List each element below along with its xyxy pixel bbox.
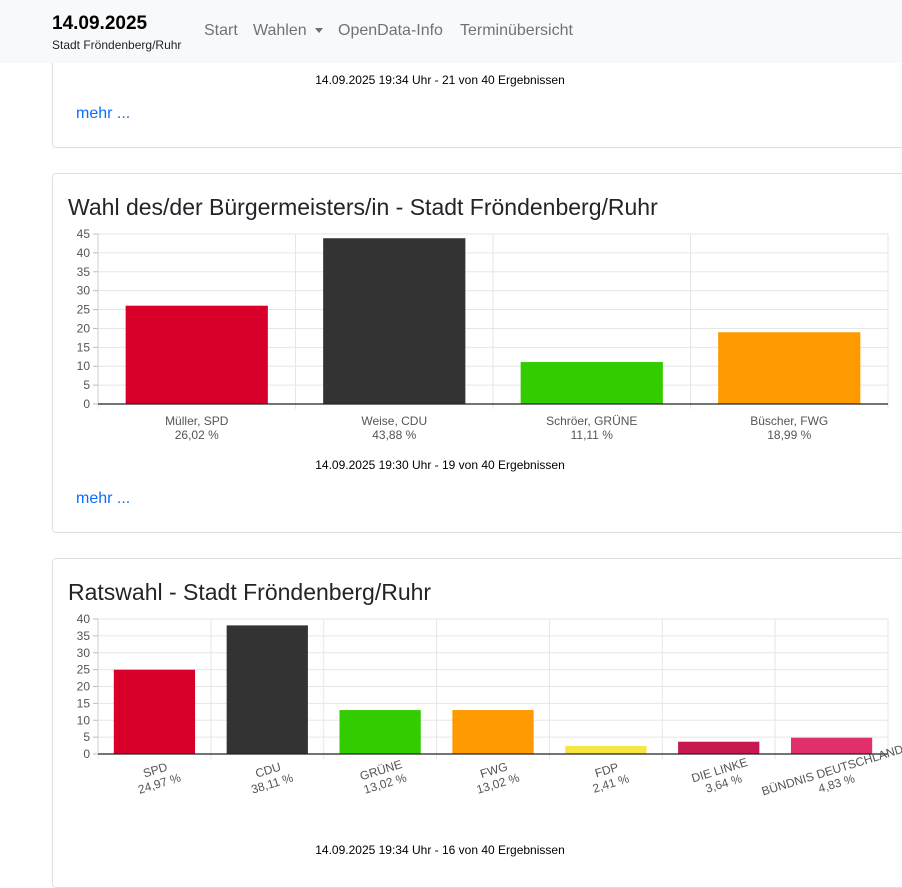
x-tick-label: FDP [593,760,620,780]
x-tick-label: Weise, CDU [361,414,427,428]
bar-die-linke [678,741,760,754]
bar-cdu [226,625,308,754]
navbar: 14.09.2025 Stadt Fröndenberg/Ruhr Start … [0,0,902,63]
nav-wahlen-label: Wahlen [253,22,307,39]
y-tick-label: 35 [77,265,91,279]
x-tick-percent: 43,88 % [372,428,416,442]
bar-grüne [339,710,421,754]
x-tick-percent: 18,99 % [767,428,811,442]
chart-title-buergermeister: Wahl des/der Bürgermeisters/in - Stadt F… [68,194,658,220]
more-link-buergermeister[interactable]: mehr ... [76,490,131,507]
y-tick-label: 20 [77,321,91,335]
y-tick-label: 30 [77,646,91,660]
nav-start[interactable]: Start [204,22,238,39]
y-tick-label: 35 [77,629,91,643]
x-tick-label: Müller, SPD [165,414,229,428]
bar-fdp [565,745,647,754]
y-tick-label: 10 [77,713,91,727]
more-link-previous[interactable]: mehr ... [76,105,131,122]
nav-terminuebersicht[interactable]: Terminübersicht [460,22,573,39]
nav-opendata-info[interactable]: OpenData-Info [338,22,443,39]
y-tick-label: 45 [77,227,91,241]
y-tick-label: 0 [83,747,90,761]
x-tick-label: Büscher, FWG [750,414,828,428]
x-tick-percent: 26,02 % [175,428,219,442]
y-tick-label: 40 [77,612,91,626]
bar-schröer-grüne [520,362,663,404]
y-tick-label: 5 [83,378,90,392]
y-tick-label: 10 [77,359,91,373]
bar-büscher-fwg [718,332,861,404]
y-tick-label: 25 [77,303,91,317]
bar-bündnis-deutschland [790,737,873,754]
y-tick-label: 15 [77,696,91,710]
status-text-ratswahl: 14.09.2025 19:34 Uhr - 16 von 40 Ergebni… [315,843,565,857]
brand-date: 14.09.2025 [52,13,148,34]
y-tick-label: 25 [77,663,91,677]
y-tick-label: 40 [77,246,91,260]
brand-subtitle: Stadt Fröndenberg/Ruhr [52,38,182,52]
caret-down-icon [314,28,323,34]
chart-title-ratswahl: Ratswahl - Stadt Fröndenberg/Ruhr [68,579,432,605]
status-text-buergermeister: 14.09.2025 19:30 Uhr - 19 von 40 Ergebni… [315,458,565,472]
bar-fwg [452,710,534,754]
y-tick-label: 5 [83,730,90,744]
brand[interactable]: 14.09.2025 Stadt Fröndenberg/Ruhr [52,13,181,52]
bar-weise-cdu [323,238,466,404]
status-text-previous: 14.09.2025 19:34 Uhr - 21 von 40 Ergebni… [315,73,565,87]
y-tick-label: 30 [77,284,91,298]
nav-wahlen-dropdown[interactable]: Wahlen [253,22,323,40]
bar-müller-spd [125,305,268,404]
x-tick-label: Schröer, GRÜNE [546,414,637,428]
y-tick-label: 0 [83,397,90,411]
y-tick-label: 20 [77,680,91,694]
bar-spd [113,669,196,754]
y-tick-label: 15 [77,340,91,354]
x-tick-percent: 11,11 % [571,428,614,442]
x-tick-label: SPD [141,760,169,781]
